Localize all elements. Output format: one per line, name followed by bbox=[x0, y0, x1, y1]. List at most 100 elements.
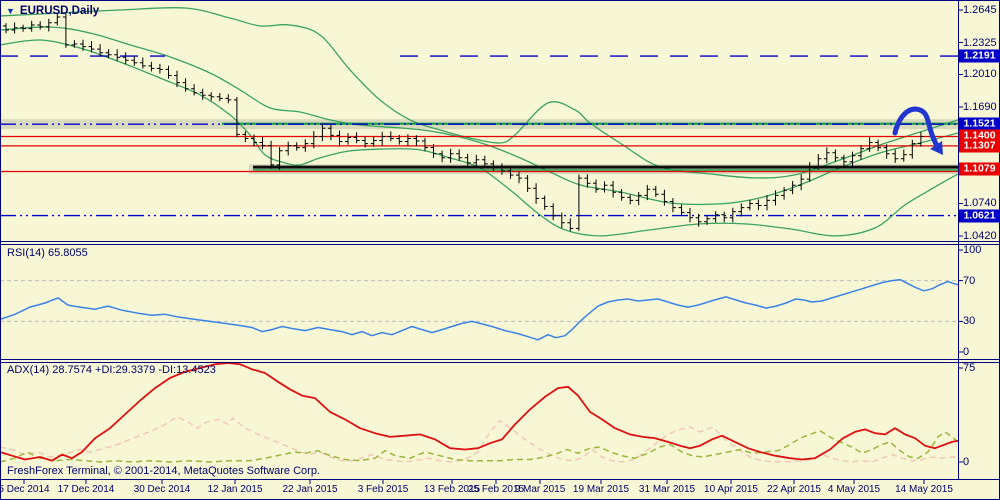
ohlc-bar bbox=[242, 131, 249, 143]
ohlc-bar bbox=[182, 78, 189, 92]
rsi-scale-label: 0 bbox=[963, 346, 970, 358]
price-level-badge: 1.1079 bbox=[959, 162, 1000, 176]
date-axis-label: 13 Feb 2015 bbox=[423, 484, 481, 495]
adx-scale-label: 75 bbox=[963, 362, 976, 374]
date-axis-label: 25 Feb 2015 bbox=[467, 484, 525, 495]
ohlc-bar bbox=[165, 65, 172, 79]
ohlc-bar bbox=[199, 88, 206, 100]
ohlc-bar bbox=[233, 97, 240, 138]
date-axis-label: 3 Feb 2015 bbox=[357, 484, 409, 495]
ohlc-bar bbox=[721, 211, 728, 223]
rsi-panel bbox=[1, 278, 958, 341]
date-axis-label: 5 Dec 2014 bbox=[0, 484, 50, 495]
bollinger-upper bbox=[1, 6, 958, 179]
ohlc-bar bbox=[336, 130, 343, 147]
ohlc-bar bbox=[601, 181, 608, 193]
price-scale-label: 1.2010 bbox=[963, 68, 997, 81]
rsi-line bbox=[1, 278, 958, 341]
ohlc-bar bbox=[875, 139, 882, 152]
ohlc-bar bbox=[404, 134, 411, 146]
ohlc-bar bbox=[310, 131, 317, 149]
ohlc-bar bbox=[174, 70, 180, 88]
ohlc-bar bbox=[866, 137, 873, 152]
ohlc-bar bbox=[909, 139, 916, 159]
ohlc-bar bbox=[45, 18, 52, 32]
ohlc-bar bbox=[362, 136, 369, 148]
ohlc-bar bbox=[80, 39, 86, 51]
date-axis-label: 12 Jan 2015 bbox=[207, 484, 263, 495]
ohlc-bar bbox=[695, 213, 702, 227]
ohlc-bar bbox=[687, 207, 693, 223]
ohlc-bar bbox=[533, 183, 540, 204]
ohlc-bar bbox=[900, 149, 907, 162]
ohlc-bar bbox=[11, 22, 18, 34]
copyright-text: FreshForex Terminal, © 2001-2014, MetaQu… bbox=[7, 465, 320, 477]
trend-arrow-annotation[interactable] bbox=[892, 106, 943, 155]
price-scale-label: 1.2645 bbox=[963, 4, 997, 16]
date-axis-label: 22 Apr 2015 bbox=[767, 484, 821, 495]
ohlc-bar bbox=[20, 24, 27, 32]
ohlc-bar bbox=[456, 149, 463, 161]
ohlc-bar bbox=[712, 211, 719, 223]
rsi-scale-label: 30 bbox=[963, 315, 976, 328]
ohlc-bar bbox=[815, 154, 822, 170]
ohlc-bar bbox=[840, 154, 847, 167]
ohlc-bar bbox=[798, 174, 805, 191]
ohlc-bar bbox=[327, 124, 334, 141]
price-level-badge: 1.2191 bbox=[959, 49, 1000, 63]
ohlc-bar bbox=[789, 181, 796, 195]
ohlc-bar bbox=[370, 137, 377, 147]
date-axis-label: 22 Jan 2015 bbox=[282, 484, 338, 495]
symbol-title-label: EURUSD,Daily bbox=[19, 5, 100, 17]
ohlc-bar bbox=[71, 40, 78, 48]
adx-panel bbox=[1, 363, 958, 463]
ohlc-bar bbox=[225, 94, 232, 104]
rsi-scale-label: 70 bbox=[963, 274, 976, 287]
ohlc-bar bbox=[88, 41, 95, 53]
ohlc-bar bbox=[704, 215, 711, 225]
ohlc-bar bbox=[54, 12, 61, 26]
symbol-title[interactable]: ▼ EURUSD,Daily bbox=[6, 5, 99, 17]
ohlc-bar bbox=[849, 151, 856, 167]
dropdown-arrow-icon[interactable]: ▼ bbox=[6, 5, 15, 16]
ohlc-bar bbox=[772, 190, 779, 206]
adx-scale-label: 0 bbox=[963, 456, 970, 468]
date-axis-label: 10 Apr 2015 bbox=[704, 484, 758, 495]
date-axis-label: 31 Mar 2015 bbox=[638, 484, 696, 495]
ohlc-bar bbox=[3, 23, 9, 34]
ohlc-bar bbox=[541, 195, 548, 210]
ohlc-bar bbox=[669, 198, 676, 213]
ohlc-bar bbox=[447, 148, 454, 163]
ohlc-bar bbox=[593, 179, 599, 193]
ohlc-bar bbox=[276, 147, 283, 170]
ohlc-bar bbox=[738, 203, 745, 217]
plus-di-line bbox=[1, 429, 958, 463]
ohlc-bar bbox=[832, 149, 839, 162]
adx-indicator-label: ADX(14) 28.7574 +DI:29.3379 -DI:13.4523 bbox=[7, 364, 216, 376]
bollinger-middle bbox=[1, 26, 958, 206]
ohlc-bar bbox=[345, 133, 351, 145]
main-price-panel bbox=[1, 6, 958, 237]
ohlc-bar bbox=[285, 141, 292, 156]
ohlc-bar bbox=[259, 137, 266, 150]
ohlc-bar bbox=[575, 174, 582, 231]
ohlc-bar bbox=[558, 212, 565, 228]
ohlc-bar bbox=[105, 49, 112, 59]
trend-arrow-head bbox=[930, 141, 943, 155]
ohlc-bar bbox=[319, 123, 326, 142]
ohlc-bar bbox=[627, 194, 634, 205]
ohlc-bar bbox=[764, 195, 770, 211]
price-level-badge: 1.1521 bbox=[959, 117, 1000, 131]
ohlc-bars bbox=[3, 12, 924, 232]
ohlc-bar bbox=[396, 134, 403, 145]
level-glow bbox=[249, 164, 958, 175]
trend-arrow-shaft bbox=[892, 106, 942, 152]
ohlc-bar bbox=[635, 192, 642, 206]
minus-di-line bbox=[1, 416, 958, 463]
ohlc-bar bbox=[567, 218, 574, 232]
ohlc-bar bbox=[379, 131, 386, 146]
ohlc-bar bbox=[481, 155, 488, 167]
date-axis-label: 14 May 2015 bbox=[895, 484, 953, 495]
